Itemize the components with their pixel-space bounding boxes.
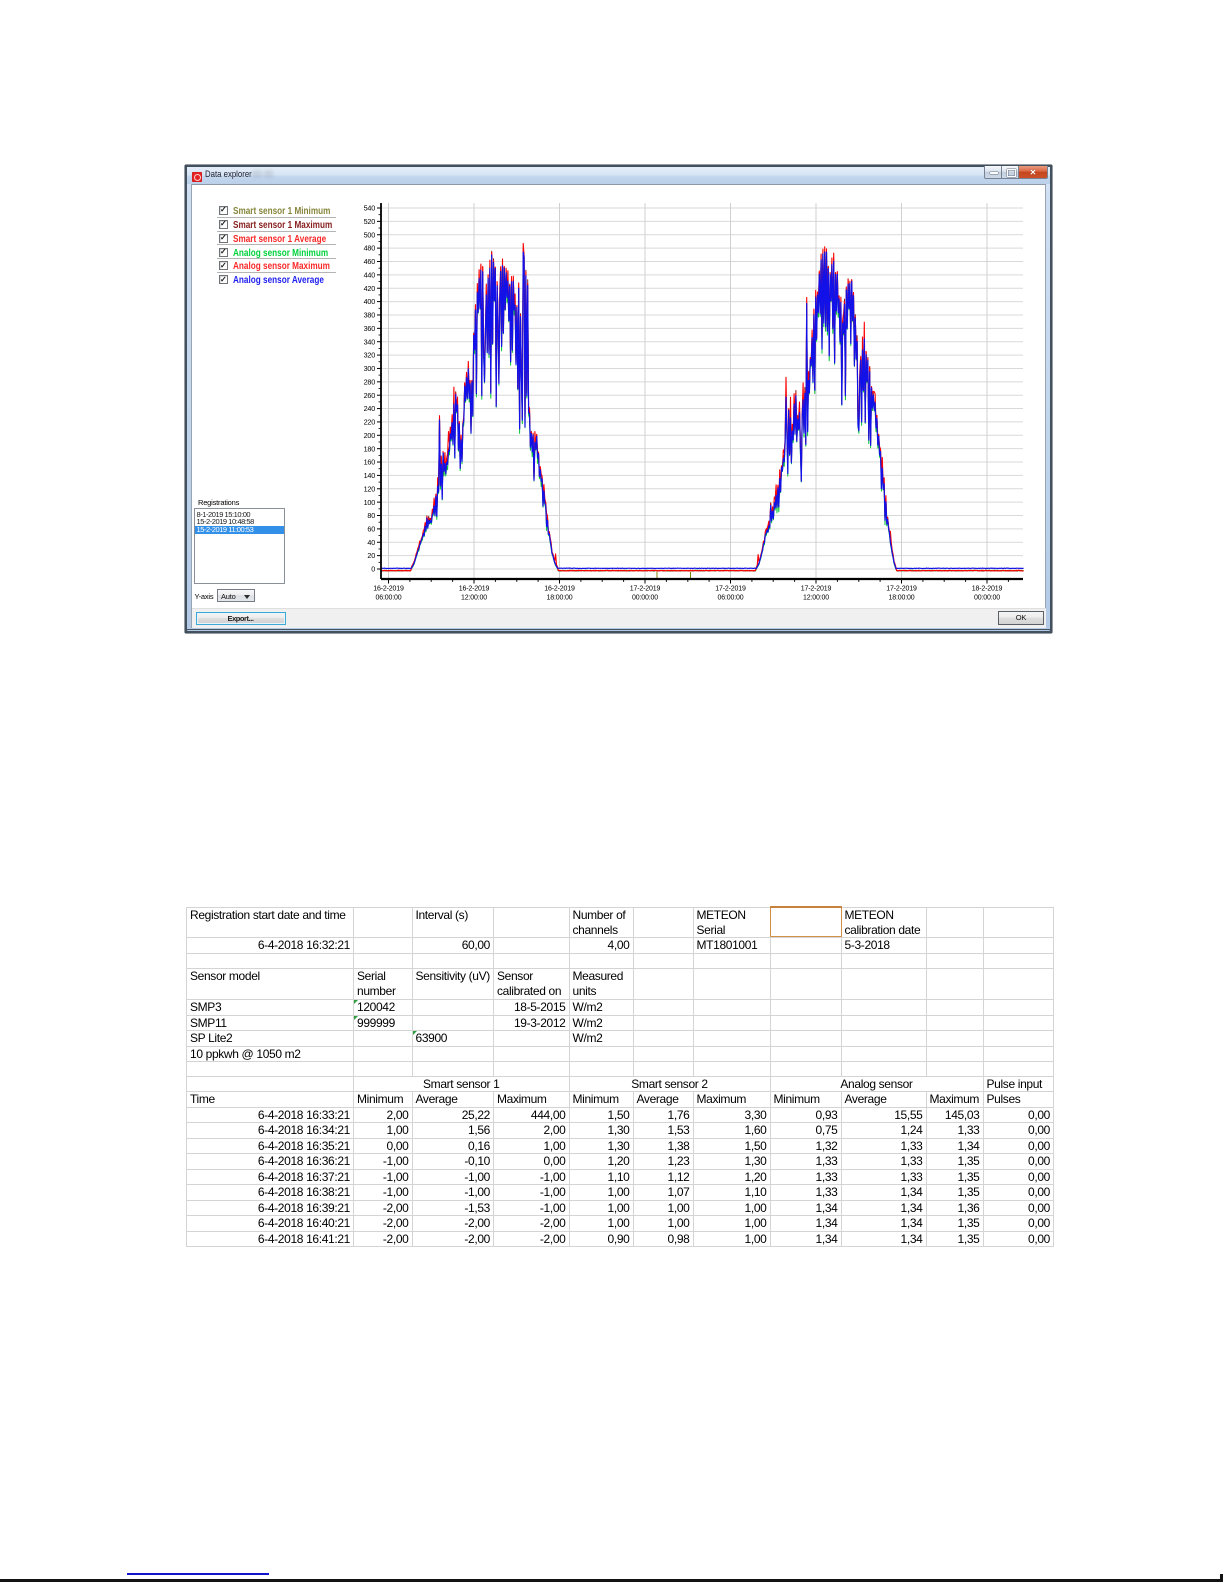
svg-text:00:00:00: 00:00:00 xyxy=(632,595,658,602)
svg-text:16-2-2019: 16-2-2019 xyxy=(373,586,404,593)
svg-text:06:00:00: 06:00:00 xyxy=(717,595,743,602)
svg-text:380: 380 xyxy=(364,311,376,320)
svg-text:400: 400 xyxy=(364,297,376,306)
svg-text:280: 280 xyxy=(364,377,376,386)
svg-text:40: 40 xyxy=(367,538,375,547)
svg-text:16-2-2019: 16-2-2019 xyxy=(459,586,490,593)
svg-text:06:00:00: 06:00:00 xyxy=(375,595,401,602)
svg-text:16-2-2019: 16-2-2019 xyxy=(544,586,575,593)
svg-text:17-2-2019: 17-2-2019 xyxy=(715,586,746,593)
svg-text:0: 0 xyxy=(371,565,375,574)
svg-text:420: 420 xyxy=(364,284,376,293)
svg-text:180: 180 xyxy=(364,444,376,453)
svg-text:60: 60 xyxy=(367,524,375,533)
svg-text:18:00:00: 18:00:00 xyxy=(888,595,914,602)
svg-text:00:00:00: 00:00:00 xyxy=(974,595,1000,602)
svg-text:160: 160 xyxy=(364,458,376,467)
svg-text:80: 80 xyxy=(367,511,375,520)
svg-text:18-2-2019: 18-2-2019 xyxy=(972,586,1003,593)
svg-text:12:00:00: 12:00:00 xyxy=(461,595,487,602)
svg-text:520: 520 xyxy=(364,217,376,226)
svg-text:12:00:00: 12:00:00 xyxy=(803,595,829,602)
svg-text:100: 100 xyxy=(364,498,376,507)
svg-text:17-2-2019: 17-2-2019 xyxy=(630,586,661,593)
svg-text:340: 340 xyxy=(364,337,376,346)
svg-text:540: 540 xyxy=(364,204,376,213)
svg-text:17-2-2019: 17-2-2019 xyxy=(801,586,832,593)
svg-text:260: 260 xyxy=(364,391,376,400)
svg-text:20: 20 xyxy=(367,551,375,560)
svg-text:17-2-2019: 17-2-2019 xyxy=(886,586,917,593)
svg-text:360: 360 xyxy=(364,324,376,333)
svg-text:140: 140 xyxy=(364,471,376,480)
svg-text:220: 220 xyxy=(364,418,376,427)
svg-text:320: 320 xyxy=(364,351,376,360)
svg-text:18:00:00: 18:00:00 xyxy=(546,595,572,602)
svg-text:240: 240 xyxy=(364,404,376,413)
svg-text:460: 460 xyxy=(364,257,376,266)
svg-text:200: 200 xyxy=(364,431,376,440)
svg-text:440: 440 xyxy=(364,270,376,279)
svg-text:480: 480 xyxy=(364,244,376,253)
svg-text:120: 120 xyxy=(364,484,376,493)
svg-text:300: 300 xyxy=(364,364,376,373)
svg-text:500: 500 xyxy=(364,230,376,239)
